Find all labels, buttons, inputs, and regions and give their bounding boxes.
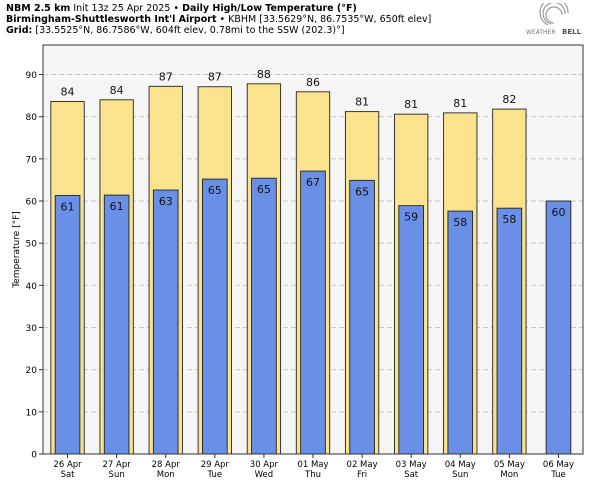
low-temp-bar (103, 194, 130, 455)
y-tick-label: 50 (26, 240, 38, 250)
low-temp-bar (349, 179, 375, 455)
x-tick-date: 03 May (396, 460, 427, 470)
header-line-2: Birmingham-Shuttlesworth Int'l Airport •… (6, 14, 431, 26)
y-tick-label: 70 (26, 155, 38, 165)
x-tick-date: 06 May (543, 460, 574, 470)
low-temp-bar (54, 195, 81, 455)
low-temp-label: 59 (404, 211, 418, 224)
x-tick-weekday: Tue (207, 470, 223, 480)
station-info: • KBHM [33.5629°N, 86.7535°W, 650ft elev… (219, 14, 432, 25)
x-tick-weekday: Sun (109, 470, 125, 480)
x-tick-weekday: Tue (550, 470, 566, 480)
y-tick-label: 60 (26, 198, 38, 208)
low-temp-label: 58 (453, 216, 467, 229)
high-temp-label: 88 (257, 68, 271, 81)
high-temp-label: 87 (208, 71, 222, 84)
x-tick-weekday: Wed (255, 470, 274, 480)
grid-label: Grid: (6, 25, 33, 36)
plot-frame (42, 44, 584, 455)
low-temp-label: 65 (355, 185, 369, 198)
y-tick-label: 90 (26, 71, 38, 81)
weatherbell-logo: WEATHER BELL (526, 3, 582, 36)
low-temp-bar (300, 170, 326, 455)
x-tick-weekday: Thu (304, 470, 321, 480)
high-temp-label: 82 (502, 93, 516, 106)
high-temp-label: 84 (61, 86, 75, 99)
low-temp-label: 61 (110, 200, 124, 213)
y-tick-label: 0 (31, 451, 37, 461)
low-temp-label: 61 (61, 201, 75, 214)
init-time: Init 13z 25 Apr 2025 (73, 3, 171, 14)
station-name: Birmingham-Shuttlesworth Int'l Airport (6, 14, 217, 25)
y-tick-label: 80 (26, 113, 38, 123)
low-temp-label: 58 (502, 213, 516, 226)
high-temp-label: 87 (159, 70, 173, 83)
x-tick-date: 28 Apr (152, 460, 181, 470)
low-temp-label: 65 (257, 183, 271, 196)
low-temp-label: 60 (551, 206, 565, 219)
x-tick-date: 01 May (297, 460, 328, 470)
x-tick-date: 27 Apr (103, 460, 132, 470)
x-tick-date: 02 May (347, 460, 378, 470)
y-tick-label: 10 (26, 408, 38, 418)
low-temp-bar (152, 189, 179, 455)
y-tick-label: 30 (26, 324, 38, 334)
header-bullet: • (173, 3, 180, 14)
x-tick-weekday: Mon (500, 470, 518, 480)
low-temp-bar (202, 178, 228, 455)
high-temp-label: 84 (110, 84, 124, 97)
low-temp-bar (398, 205, 424, 455)
product-name: Daily High/Low Temperature (°F) (182, 3, 357, 14)
low-temp-label: 67 (306, 176, 320, 189)
x-tick-date: 30 Apr (250, 460, 279, 470)
low-temp-bar (447, 210, 474, 455)
x-tick-weekday: Sat (404, 470, 419, 480)
low-temp-label: 63 (159, 195, 173, 208)
model-name: NBM 2.5 km (6, 3, 71, 14)
x-tick-weekday: Sun (452, 470, 468, 480)
x-tick-date: 05 May (494, 460, 525, 470)
logo-text-left: WEATHER (526, 29, 556, 36)
low-temp-bar (496, 207, 523, 455)
logo-text-right: BELL (562, 28, 582, 36)
header-line-3: Grid: [33.5525°N, 86.7586°W, 604ft elev,… (6, 25, 345, 37)
low-temp-bar (251, 177, 277, 455)
high-temp-label: 81 (453, 97, 467, 110)
y-tick-label: 20 (26, 366, 38, 376)
x-tick-weekday: Fri (357, 470, 367, 480)
grid-info: [33.5525°N, 86.7586°W, 604ft elev, 0.78m… (35, 25, 345, 36)
high-temp-label: 86 (306, 76, 320, 89)
high-temp-label: 81 (404, 98, 418, 111)
x-tick-date: 29 Apr (201, 460, 230, 470)
low-temp-bar (545, 200, 572, 455)
low-temp-label: 65 (208, 184, 222, 197)
high-temp-label: 81 (355, 96, 369, 109)
x-tick-weekday: Sat (61, 470, 76, 480)
y-axis-title: Temperature [°F] (12, 211, 22, 289)
x-tick-date: 26 Apr (53, 460, 82, 470)
header-line-1: NBM 2.5 km Init 13z 25 Apr 2025 • Daily … (6, 3, 357, 15)
x-tick-date: 04 May (445, 460, 476, 470)
x-tick-weekday: Mon (157, 470, 175, 480)
y-tick-label: 40 (26, 282, 38, 292)
